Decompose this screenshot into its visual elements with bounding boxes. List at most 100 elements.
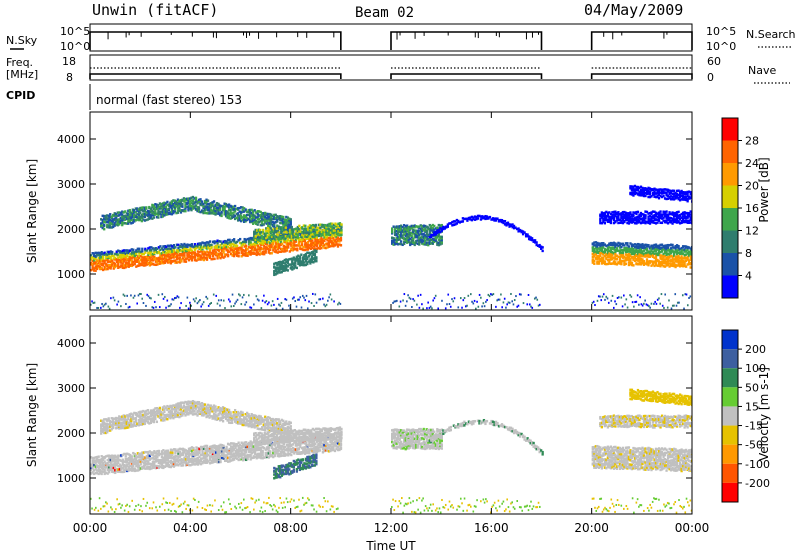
data-cell <box>618 255 622 258</box>
data-cell <box>109 462 112 465</box>
data-cell <box>329 231 333 235</box>
data-cell <box>689 191 692 194</box>
data-cell <box>99 265 102 269</box>
data-cell <box>289 230 292 234</box>
data-cell <box>672 212 676 215</box>
data-cell <box>608 254 611 257</box>
data-cell <box>127 255 130 259</box>
data-cell <box>150 253 153 256</box>
data-cell <box>286 261 289 265</box>
data-cell <box>107 226 110 229</box>
data-cell <box>133 462 136 466</box>
data-cell <box>614 250 617 254</box>
data-cell <box>464 305 467 308</box>
data-cell <box>99 258 102 262</box>
data-cell <box>512 224 516 228</box>
data-cell <box>443 226 446 229</box>
data-cell <box>152 207 156 210</box>
data-cell <box>266 241 269 244</box>
data-cell <box>617 261 620 264</box>
data-cell <box>514 226 517 229</box>
data-cell <box>298 259 301 262</box>
data-cell <box>300 263 303 267</box>
data-cell <box>245 240 248 244</box>
data-cell <box>323 237 326 240</box>
data-cell <box>653 264 656 268</box>
data-cell <box>254 238 257 242</box>
data-cell <box>298 260 301 264</box>
data-cell <box>147 253 150 257</box>
colorbar-tick-label: 28 <box>745 135 759 148</box>
data-cell <box>609 243 613 246</box>
data-cell <box>322 223 325 227</box>
data-cell <box>665 213 668 216</box>
data-cell <box>416 232 419 235</box>
data-cell <box>112 220 115 223</box>
data-cell <box>132 467 135 470</box>
data-cell <box>197 207 201 211</box>
data-cell <box>394 300 397 303</box>
data-cell <box>608 262 611 265</box>
data-cell <box>134 211 137 214</box>
data-cell <box>172 460 176 464</box>
data-cell <box>249 306 251 309</box>
data-cell <box>196 242 200 246</box>
data-cell <box>400 228 403 232</box>
data-cell <box>189 449 192 452</box>
data-cell <box>216 254 219 258</box>
data-cell <box>306 245 310 249</box>
data-cell <box>193 246 197 250</box>
data-cell <box>471 300 473 303</box>
data-cell <box>627 254 631 257</box>
data-cell <box>162 297 165 300</box>
data-cell <box>536 244 540 248</box>
data-cell <box>196 208 199 211</box>
data-cell <box>639 296 641 299</box>
data-cell <box>630 247 634 250</box>
data-cell <box>179 209 183 212</box>
data-cell <box>136 218 139 221</box>
data-cell <box>90 466 93 470</box>
data-cell <box>172 448 176 451</box>
data-cell <box>259 213 262 217</box>
data-cell <box>169 459 173 463</box>
data-cell <box>310 257 314 260</box>
data-cell <box>401 225 404 229</box>
data-cell <box>171 298 174 301</box>
data-cell <box>185 205 189 209</box>
data-cell <box>193 454 197 457</box>
data-cell <box>311 223 315 227</box>
data-cell <box>650 215 653 219</box>
data-cell <box>256 212 259 216</box>
data-cell <box>257 248 260 251</box>
data-cell <box>654 300 656 303</box>
data-cell <box>686 248 689 252</box>
data-cell <box>229 248 233 252</box>
data-cell <box>238 214 241 217</box>
data-cell <box>272 227 275 231</box>
data-cell <box>199 202 202 206</box>
data-cell <box>183 254 186 257</box>
data-cell <box>265 218 268 222</box>
data-cell <box>163 450 167 453</box>
data-cell <box>608 218 611 222</box>
data-cell <box>148 215 151 219</box>
data-cell <box>265 222 268 225</box>
data-cell <box>614 262 617 266</box>
data-cell <box>161 212 165 216</box>
data-cell <box>630 185 634 188</box>
data-cell <box>638 244 641 248</box>
data-cell <box>253 209 256 212</box>
data-cell <box>481 217 484 220</box>
data-cell <box>108 260 111 263</box>
data-cell <box>110 219 113 223</box>
data-cell <box>273 271 276 274</box>
data-cell <box>236 216 240 220</box>
data-cell <box>277 237 280 240</box>
data-cell <box>189 457 192 461</box>
data-cell <box>142 466 145 469</box>
data-cell <box>133 218 136 222</box>
data-cell <box>144 456 147 459</box>
data-cell <box>657 244 661 248</box>
data-cell <box>680 219 683 223</box>
